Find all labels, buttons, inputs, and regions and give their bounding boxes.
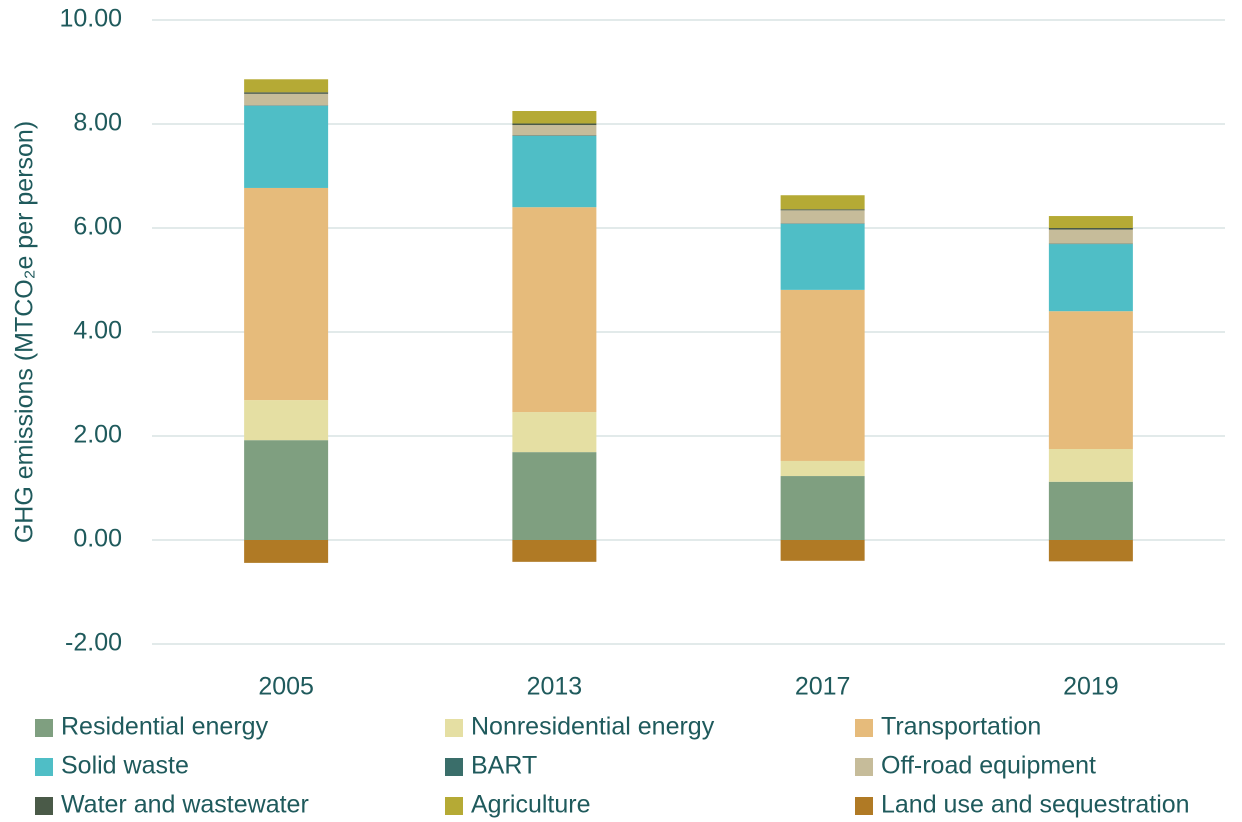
bar-segment bbox=[1048, 228, 1133, 230]
legend-swatch bbox=[855, 719, 873, 737]
x-tick-label: 2013 bbox=[527, 673, 583, 701]
bar-segment bbox=[780, 289, 865, 461]
legend-swatch bbox=[445, 719, 463, 737]
bar-segment bbox=[244, 105, 329, 188]
bar-segment bbox=[780, 476, 865, 540]
legend-swatch bbox=[445, 797, 463, 815]
legend-label: Nonresidential energy bbox=[471, 713, 715, 741]
legend-swatch bbox=[35, 719, 53, 737]
bar-segment bbox=[1048, 449, 1133, 482]
bar-segment bbox=[512, 135, 597, 136]
bar-segment bbox=[780, 223, 865, 224]
legend-label: Residential energy bbox=[61, 713, 269, 741]
legend-swatch bbox=[855, 758, 873, 776]
bar-segment bbox=[244, 540, 329, 563]
bar-segment bbox=[1048, 216, 1133, 228]
legend-swatch bbox=[855, 797, 873, 815]
bar-segment bbox=[244, 400, 329, 441]
x-tick-label: 2005 bbox=[258, 673, 314, 701]
y-tick-label: 6.00 bbox=[73, 213, 122, 241]
bar-segment bbox=[780, 195, 865, 210]
bar-segment bbox=[244, 79, 329, 93]
bar-segment bbox=[512, 540, 597, 562]
bar-segment bbox=[780, 460, 865, 477]
bar-segment bbox=[244, 93, 329, 106]
legend-label: BART bbox=[471, 752, 537, 780]
y-tick-label: 2.00 bbox=[73, 421, 122, 449]
bar-segment bbox=[244, 187, 329, 401]
y-tick-label: 10.00 bbox=[59, 5, 122, 33]
bar-segment bbox=[512, 123, 597, 126]
legend-swatch bbox=[35, 797, 53, 815]
y-tick-label: 8.00 bbox=[73, 109, 122, 137]
y-tick-label: 4.00 bbox=[73, 317, 122, 345]
bar-segment bbox=[512, 135, 597, 208]
legend-swatch bbox=[445, 758, 463, 776]
bar-segment bbox=[1048, 540, 1133, 562]
bar-segment bbox=[780, 540, 865, 561]
bar-segment bbox=[1048, 243, 1133, 245]
bar-segment bbox=[1048, 229, 1133, 244]
bar-segment bbox=[512, 452, 597, 540]
legend-label: Transportation bbox=[881, 713, 1041, 741]
legend-label: Agriculture bbox=[471, 791, 591, 819]
bar-segment bbox=[780, 223, 865, 290]
bar-segment bbox=[244, 440, 329, 540]
legend-label: Land use and sequestration bbox=[881, 791, 1190, 819]
legend-label: Solid waste bbox=[61, 752, 189, 780]
y-axis-label: GHG emissions (MTCO₂e per person) bbox=[11, 121, 39, 543]
bar-segment bbox=[244, 92, 329, 94]
y-tick-label: -2.00 bbox=[65, 629, 122, 657]
bar-segment bbox=[1048, 244, 1133, 312]
legend-swatch bbox=[35, 758, 53, 776]
x-tick-label: 2019 bbox=[1063, 673, 1119, 701]
legend-label: Off-road equipment bbox=[881, 752, 1096, 780]
x-tick-label: 2017 bbox=[795, 673, 851, 701]
bar-segment bbox=[512, 111, 597, 124]
legend-label: Water and wastewater bbox=[61, 791, 309, 819]
bar-segment bbox=[244, 105, 329, 106]
bar-segment bbox=[1048, 481, 1133, 540]
bar-segment bbox=[780, 209, 865, 211]
bar-segment bbox=[780, 210, 865, 224]
bar-segment bbox=[512, 125, 597, 136]
y-tick-label: 0.00 bbox=[73, 525, 122, 553]
bar-segment bbox=[512, 412, 597, 453]
bar-segment bbox=[1048, 311, 1133, 449]
bar-segment bbox=[512, 207, 597, 413]
